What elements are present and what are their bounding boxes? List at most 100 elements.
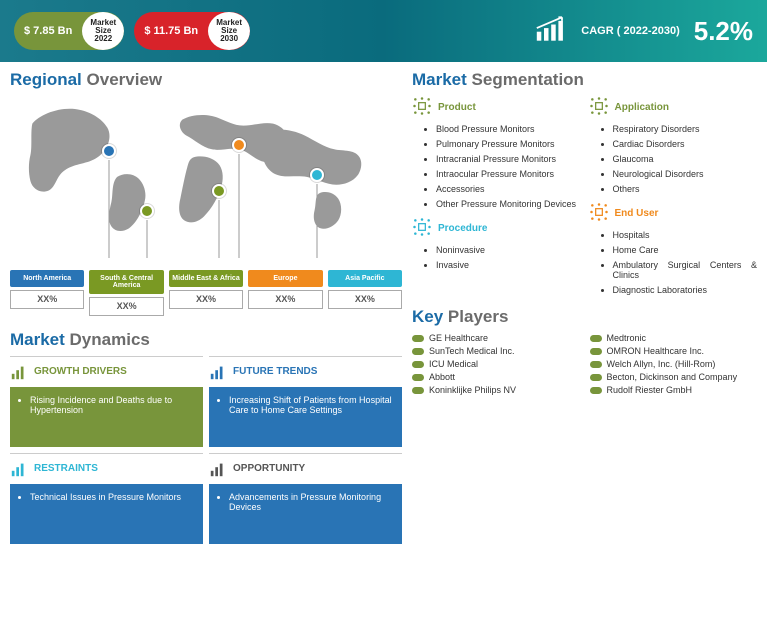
pill-value: $ 7.85 Bn [14,12,82,50]
dyn-title: RESTRAINTS [34,464,98,474]
bullet-icon [590,348,602,355]
seg-item: Glaucoma [613,154,758,164]
dyn-title: GROWTH DRIVERS [34,367,127,377]
seg-block: End User Hospitals Home Care Ambulatory Sur… [589,202,758,295]
company-name: Koninklijke Philips NV [429,385,516,395]
key-player-item: Becton, Dickinson and Company [590,372,758,382]
dyn-body: Increasing Shift of Patients from Hospit… [209,387,402,447]
pill-value: $ 11.75 Bn [134,12,208,50]
pill-label: MarketSize 2022 [82,12,124,50]
bullet-icon [590,335,602,342]
seg-item: Invasive [436,260,581,270]
seg-item: Ambulatory Surgical Centers & Clinics [613,260,758,280]
map-marker [232,138,246,152]
dyn-body: Advancements in Pressure Monitoring Devi… [209,484,402,544]
region-value: XX% [169,290,243,309]
key-player-item: Koninklijke Philips NV [412,385,580,395]
seg-title: Procedure [438,224,487,234]
dynamic-block: GROWTH DRIVERS Rising Incidence and Death… [10,356,203,447]
regional-title: Regional Overview [10,70,402,90]
connector-icon [412,217,432,240]
region-value: XX% [10,290,84,309]
key-player-item: Welch Allyn, Inc. (Hill-Rom) [590,359,758,369]
cagr-label: CAGR ( 2022-2030) [581,25,679,37]
seg-title: Application [615,103,669,113]
pill-label: MarketSize 2030 [208,12,250,50]
cagr-value: 5.2% [694,16,753,47]
region-col: South & Central America XX% [89,270,163,316]
company-name: Becton, Dickinson and Company [607,372,738,382]
dynamics-grid: GROWTH DRIVERS Rising Incidence and Death… [10,356,402,544]
region-label: South & Central America [89,270,163,294]
seg-item: Blood Pressure Monitors [436,124,581,134]
region-label: Europe [248,270,322,287]
connector-icon [589,202,609,225]
region-value: XX% [89,297,163,316]
company-name: Medtronic [607,333,647,343]
company-name: GE Healthcare [429,333,488,343]
seg-item: Respiratory Disorders [613,124,758,134]
seg-item: Other Pressure Monitoring Devices [436,199,581,209]
region-col: Europe XX% [248,270,322,316]
company-name: ICU Medical [429,359,478,369]
dyn-title: FUTURE TRENDS [233,367,317,377]
dynamic-block: RESTRAINTS Technical Issues in Pressure M… [10,453,203,544]
bullet-icon [412,387,424,394]
seg-block: ProductBlood Pressure MonitorsPulmonary … [412,96,581,209]
company-name: OMRON Healthcare Inc. [607,346,705,356]
seg-item: Intracranial Pressure Monitors [436,154,581,164]
map-marker [310,168,324,182]
seg-item: Home Care [613,245,758,255]
seg-block: Application Respiratory Disorders Cardiac … [589,96,758,194]
company-name: SunTech Medical Inc. [429,346,515,356]
region-col: Middle East & Africa XX% [169,270,243,316]
region-label: Asia Pacific [328,270,402,287]
seg-item: Diagnostic Laboratories [613,285,758,295]
key-player-item: SunTech Medical Inc. [412,346,580,356]
top-banner: $ 7.85 Bn MarketSize 2022 $ 11.75 Bn Mar… [0,0,767,62]
segmentation-title: Market Segmentation [412,70,757,90]
seg-item: Intraocular Pressure Monitors [436,169,581,179]
market-size-2022-pill: $ 7.85 Bn MarketSize 2022 [14,12,124,50]
region-value: XX% [248,290,322,309]
map-marker [102,144,116,158]
seg-item: Neurological Disorders [613,169,758,179]
seg-block: Procedure Noninvasive Invasive [412,217,581,270]
seg-item: Cardiac Disorders [613,139,758,149]
seg-item: Others [613,184,758,194]
key-players-title: Key Players [412,307,757,327]
dyn-body: Technical Issues in Pressure Monitors [10,484,203,544]
key-player-item: ICU Medical [412,359,580,369]
growth-chart-icon [535,15,571,48]
seg-item: Accessories [436,184,581,194]
bullet-icon [412,348,424,355]
dynamics-title: Market Dynamics [10,330,402,350]
region-col: North America XX% [10,270,84,316]
seg-title: End User [615,209,659,219]
region-label: North America [10,270,84,287]
seg-item: Noninvasive [436,245,581,255]
dyn-body: Rising Incidence and Deaths due to Hyper… [10,387,203,447]
seg-item: Hospitals [613,230,758,240]
key-player-item: OMRON Healthcare Inc. [590,346,758,356]
region-value: XX% [328,290,402,309]
company-name: Welch Allyn, Inc. (Hill-Rom) [607,359,716,369]
world-map [10,96,402,266]
key-player-item: Medtronic [590,333,758,343]
key-players-grid: GE Healthcare Medtronic SunTech Medical In… [412,333,757,395]
region-col: Asia Pacific XX% [328,270,402,316]
map-marker [212,184,226,198]
key-player-item: Abbott [412,372,580,382]
bullet-icon [590,361,602,368]
key-player-item: Rudolf Riester GmbH [590,385,758,395]
segmentation-grid: ProductBlood Pressure MonitorsPulmonary … [412,96,757,303]
bullet-icon [590,374,602,381]
dynamic-block: OPPORTUNITYAdvancements in Pressure Moni… [209,453,402,544]
cagr-display: CAGR ( 2022-2030) 5.2% [535,15,753,48]
seg-item: Pulmonary Pressure Monitors [436,139,581,149]
bullet-icon [412,335,424,342]
connector-icon [589,96,609,119]
map-marker [140,204,154,218]
region-label: Middle East & Africa [169,270,243,287]
region-row: North America XX% South & Central America X… [10,270,402,316]
